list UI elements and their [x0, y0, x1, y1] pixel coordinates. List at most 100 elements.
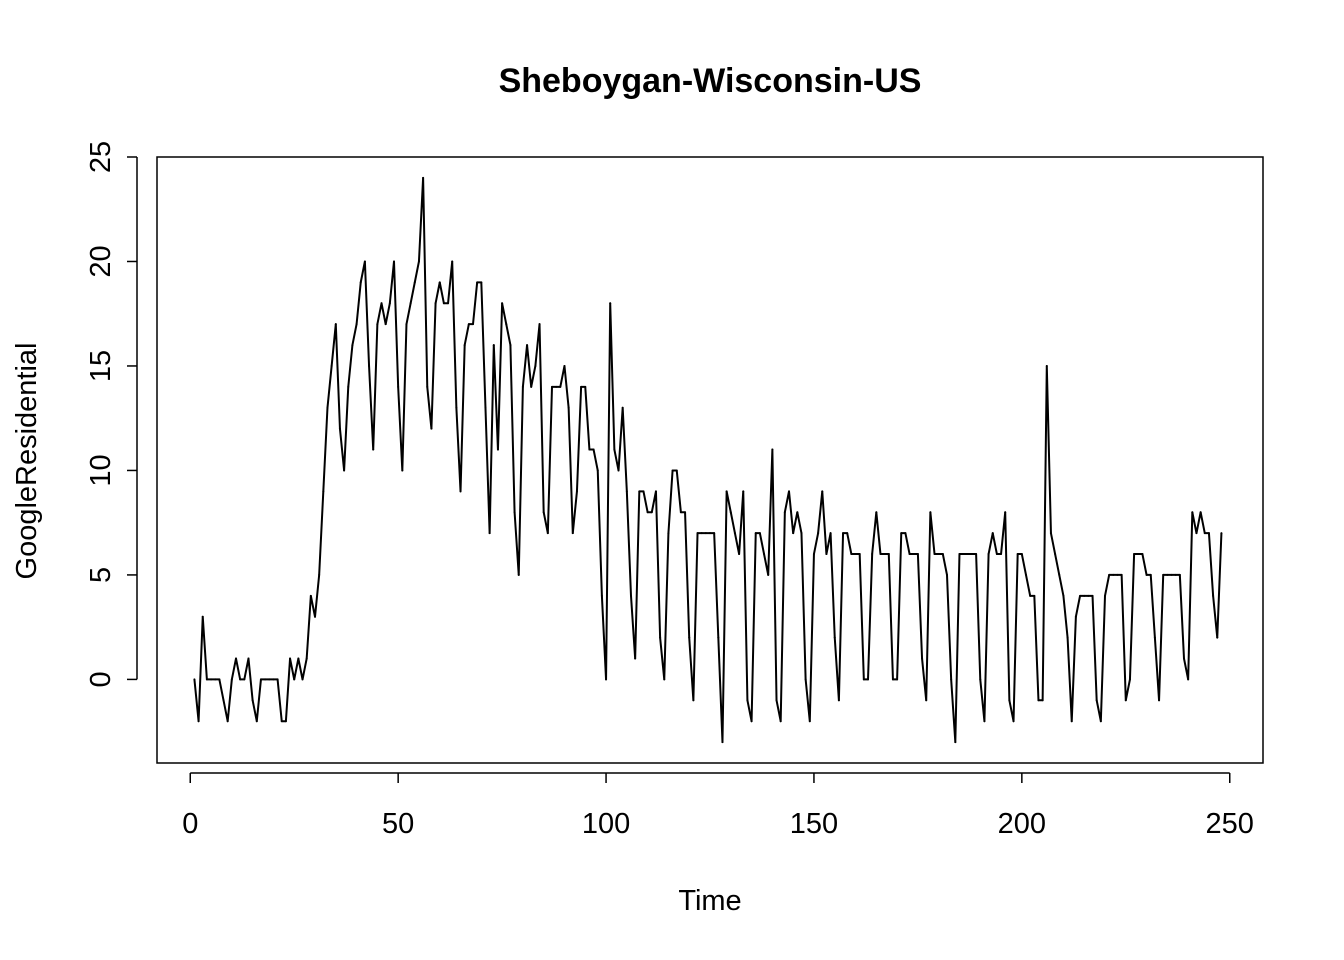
data-point: [941, 553, 944, 556]
x-axis: 0 50 100 150 200 250: [182, 772, 1254, 840]
data-point: [991, 532, 994, 535]
data-point: [821, 490, 824, 493]
data-point: [530, 385, 533, 388]
data-point: [804, 678, 807, 681]
chart-title: Sheboygan-Wisconsin-US: [499, 62, 922, 100]
data-point: [459, 490, 462, 493]
data-point: [417, 260, 420, 263]
data-point: [700, 532, 703, 535]
data-point: [251, 699, 254, 702]
data-point: [983, 720, 986, 723]
data-point: [709, 532, 711, 535]
data-point: [837, 699, 840, 702]
data-point: [754, 532, 757, 535]
data-point: [280, 720, 283, 723]
data-point: [904, 532, 907, 535]
data-point: [413, 281, 416, 284]
data-point: [1083, 594, 1086, 597]
data-point: [567, 406, 570, 409]
data-point: [1025, 573, 1027, 576]
data-point: [226, 720, 229, 723]
data-point: [1033, 594, 1036, 597]
data-point: [1174, 573, 1177, 576]
data-points: [193, 176, 1223, 744]
data-point: [197, 720, 200, 723]
data-point: [850, 553, 853, 556]
data-point: [1062, 594, 1065, 597]
data-point: [1178, 573, 1181, 576]
data-point: [551, 385, 553, 388]
data-point: [301, 678, 304, 681]
x-tick-label: 150: [790, 808, 838, 840]
data-point: [933, 553, 936, 556]
data-point: [1095, 699, 1098, 702]
data-point: [330, 364, 333, 367]
data-point: [642, 490, 645, 493]
data-point: [713, 532, 716, 535]
y-tick-label: 10: [85, 454, 117, 486]
data-point: [472, 323, 474, 326]
data-point: [1012, 720, 1015, 723]
data-point: [372, 448, 375, 451]
data-point: [1037, 699, 1040, 702]
data-point: [729, 511, 732, 514]
y-tick-label: 15: [85, 350, 117, 382]
data-point: [825, 553, 828, 556]
data-point: [775, 699, 778, 702]
data-point: [492, 344, 495, 347]
data-point: [1149, 573, 1152, 576]
data-point: [975, 553, 978, 556]
data-point: [1153, 636, 1156, 639]
data-point: [422, 176, 425, 179]
data-point: [1162, 573, 1165, 576]
data-point: [1074, 615, 1077, 618]
data-point: [800, 532, 803, 535]
data-point: [1087, 594, 1090, 597]
data-point: [812, 553, 815, 556]
data-point: [750, 720, 753, 723]
data-point: [833, 636, 836, 639]
data-point: [355, 323, 358, 326]
data-point: [912, 553, 915, 556]
data-point: [359, 281, 362, 284]
data-point: [817, 532, 820, 535]
data-point: [879, 553, 882, 556]
data-point: [388, 302, 391, 305]
data-point: [684, 511, 687, 514]
data-point: [867, 678, 869, 681]
data-point: [1054, 553, 1057, 556]
data-point: [409, 302, 412, 305]
data-point: [617, 469, 620, 472]
data-point: [521, 385, 524, 388]
data-point: [430, 427, 433, 430]
data-point: [517, 573, 520, 576]
data-point: [438, 281, 441, 284]
data-point: [259, 678, 262, 681]
data-point: [455, 406, 458, 409]
data-point: [763, 553, 766, 556]
data-point: [937, 553, 940, 556]
data-point: [334, 323, 337, 326]
data-point: [1049, 532, 1052, 535]
data-point: [501, 302, 504, 305]
data-point: [692, 699, 695, 702]
data-point: [1195, 532, 1198, 535]
data-point: [401, 469, 404, 472]
data-point: [563, 364, 566, 367]
data-point: [634, 657, 637, 660]
data-point: [442, 302, 445, 305]
data-point: [995, 553, 998, 556]
data-point: [630, 594, 632, 597]
data-point: [883, 553, 886, 556]
data-point: [239, 678, 242, 681]
data-point: [297, 657, 300, 660]
data-point: [584, 385, 587, 388]
data-point: [347, 385, 350, 388]
data-point: [621, 406, 624, 409]
data-point: [842, 532, 845, 535]
data-point: [592, 448, 595, 451]
data-point: [451, 260, 454, 263]
data-point: [1108, 573, 1111, 576]
data-point: [659, 636, 662, 639]
